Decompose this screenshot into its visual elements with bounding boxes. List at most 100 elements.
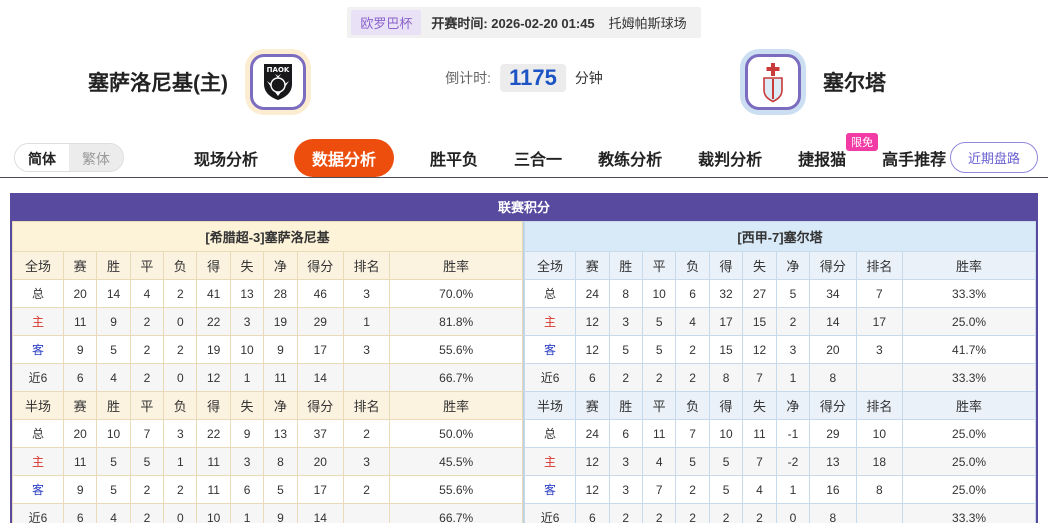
stat-cell: 5	[129, 447, 165, 476]
league-table-home: [希腊超-3]塞萨洛尼基 全场赛胜平负得失净得分 排名 胜率总 20 14 4 2 41 13 28…	[12, 221, 524, 523]
column-header: 胜	[96, 391, 131, 420]
stat-cell: 1	[775, 363, 811, 392]
column-header: 胜率	[389, 251, 523, 280]
stat-cell: 3	[342, 447, 391, 476]
stat-cell: 7	[742, 447, 777, 476]
stat-cell: 19	[196, 335, 231, 364]
language-toggle[interactable]: 简体 繁体	[14, 143, 124, 172]
stat-cell: 22	[196, 307, 231, 336]
stat-cell: 5	[641, 335, 677, 364]
away-team-name: 塞尔塔	[823, 72, 886, 95]
nav-bar: 简体 繁体 现场分析 数据分析 胜平负 三合一 教练分析 裁判分析 捷报猫 限免 高手推荐 近期…	[0, 132, 1048, 178]
tab-捷报猫[interactable]: 捷报猫 限免	[798, 132, 879, 170]
stat-cell: 66.7%	[389, 363, 523, 392]
league-badge: 欧罗巴杯	[351, 10, 422, 35]
table-row: 总 20 14 4 2 41 13 28 46 3 70.0%	[12, 279, 523, 308]
column-header: 胜率	[902, 251, 1036, 280]
tab-现场分析[interactable]: 现场分析	[194, 151, 259, 169]
stat-cell: 9	[263, 503, 298, 523]
stat-cell: 70.0%	[389, 279, 523, 308]
stat-cell: 8	[855, 475, 904, 504]
stat-cell: 10	[855, 419, 904, 448]
row-label: 近6	[523, 503, 577, 523]
stat-cell: 8	[263, 447, 298, 476]
column-header: 排名	[855, 251, 904, 280]
column-header: 负	[163, 251, 198, 280]
stat-cell: 1	[775, 475, 811, 504]
countdown-label: 倒计时:	[445, 70, 492, 86]
nav-tabs: 现场分析 数据分析 胜平负 三合一 教练分析 裁判分析 捷报猫 限免 高手推荐	[194, 132, 947, 177]
stat-cell: 2	[775, 307, 811, 336]
column-header: 负	[675, 391, 710, 420]
stat-cell: 2	[129, 307, 165, 336]
stat-cell: 10	[96, 419, 131, 448]
tab-裁判分析[interactable]: 裁判分析	[698, 151, 763, 169]
column-header: 失	[742, 251, 777, 280]
stat-cell: 33.3%	[902, 363, 1036, 392]
column-header: 赛	[575, 391, 610, 420]
stat-cell: 14	[809, 307, 857, 336]
teams-row: 塞萨洛尼基(主) ΠΑΟΚ 倒计时: 1175 分钟 塞尔塔	[0, 46, 1048, 132]
column-header: 赛	[62, 251, 98, 280]
stat-cell: 29	[296, 307, 344, 336]
stat-cell: 2	[163, 475, 198, 504]
stat-cell: 5	[708, 447, 744, 476]
stat-cell: 14	[96, 279, 131, 308]
stat-cell: 17	[855, 307, 904, 336]
column-header: 平	[129, 251, 165, 280]
stat-cell: 0	[775, 503, 811, 523]
lang-simplified[interactable]: 简体	[15, 144, 69, 171]
header-row: 半场赛胜平负得失净得分 排名 胜率	[523, 391, 1036, 420]
column-header: 胜	[96, 251, 131, 280]
stat-cell: 27	[742, 279, 777, 308]
stat-cell: 11	[641, 419, 677, 448]
stat-cell: 2	[163, 335, 198, 364]
home-team-name: 塞萨洛尼基(主)	[88, 72, 228, 95]
row-label: 主	[523, 447, 577, 476]
stat-cell: 6	[62, 363, 98, 392]
stat-cell: 25.0%	[902, 475, 1036, 504]
table-row: 总 20 10 7 3 22 9 13 37 2 50.0%	[12, 419, 523, 448]
stat-cell: 5	[608, 335, 643, 364]
stat-cell: 2	[163, 279, 198, 308]
stat-cell: 1	[163, 447, 198, 476]
stat-cell: 2	[342, 419, 391, 448]
stat-cell: 5	[775, 279, 811, 308]
stat-cell: 2	[675, 503, 710, 523]
kickoff-label: 开赛时间:	[431, 16, 488, 31]
stat-cell: 4	[641, 447, 677, 476]
scope-header: 半场	[523, 391, 577, 420]
stat-cell: 17	[296, 335, 344, 364]
stat-cell: 5	[675, 447, 710, 476]
recent-trend-button[interactable]: 近期盘路	[949, 142, 1038, 173]
home-team-logo: ΠΑΟΚ	[250, 54, 306, 110]
stat-cell: 1	[229, 363, 265, 392]
row-label: 总	[523, 419, 577, 448]
stat-cell: 8	[708, 363, 744, 392]
stat-cell: 55.6%	[389, 335, 523, 364]
stat-cell: 24	[575, 419, 610, 448]
lang-traditional[interactable]: 繁体	[69, 144, 123, 171]
countdown-value: 1175	[500, 64, 566, 92]
tab-高手推荐[interactable]: 高手推荐	[882, 151, 947, 169]
tab-数据分析[interactable]: 数据分析	[294, 138, 395, 177]
stat-cell: 5	[96, 335, 131, 364]
stat-cell: 3	[608, 447, 643, 476]
stat-cell: 34	[809, 279, 857, 308]
countdown: 倒计时: 1175 分钟	[445, 64, 603, 92]
row-label: 客	[523, 475, 577, 504]
row-label: 主	[12, 307, 64, 336]
tab-三合一[interactable]: 三合一	[514, 151, 563, 169]
stat-cell: 2	[129, 503, 165, 523]
row-label: 客	[523, 335, 577, 364]
stat-cell: 9	[96, 307, 131, 336]
celta-crest-icon	[763, 63, 783, 103]
column-header: 平	[129, 391, 165, 420]
stat-cell: 1	[229, 503, 265, 523]
league-points-title: 联赛积分	[12, 195, 1036, 221]
stat-cell: 10	[641, 279, 677, 308]
tab-教练分析[interactable]: 教练分析	[598, 151, 663, 169]
stat-cell: 3	[229, 307, 265, 336]
tab-胜平负[interactable]: 胜平负	[430, 151, 479, 169]
away-team: 塞尔塔	[745, 46, 886, 118]
